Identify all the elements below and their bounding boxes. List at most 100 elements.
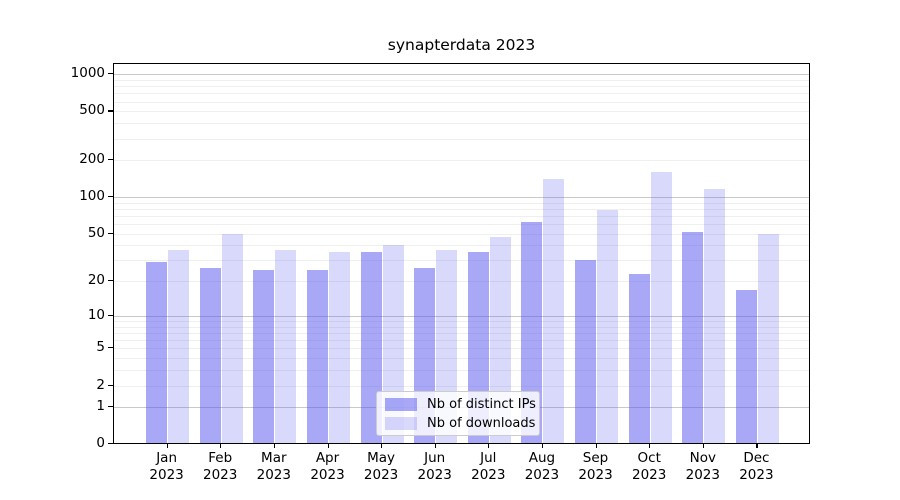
- minor-gridline: [114, 216, 809, 217]
- minor-gridline: [114, 260, 809, 262]
- bar-downloads: [329, 252, 350, 443]
- minor-gridline: [114, 348, 809, 350]
- minor-gridline: [114, 123, 809, 125]
- bar-distinct-ips: [735, 289, 757, 443]
- x-tick-month: Mar: [261, 450, 287, 466]
- x-axis-tick: [220, 444, 222, 448]
- x-tick-month: Aug: [528, 450, 556, 466]
- x-tick-month: Jun: [424, 450, 446, 466]
- y-axis-tick: [108, 159, 113, 161]
- y-axis-tick: [108, 232, 113, 234]
- x-axis-tick: [434, 444, 436, 448]
- x-axis-tick: [488, 444, 490, 448]
- x-tick-year: 2023: [739, 467, 774, 483]
- y-axis-tick: [108, 73, 113, 75]
- x-axis-tick-label: Jan 2023: [137, 450, 197, 484]
- y-axis-tick-label: 20: [87, 272, 105, 289]
- x-tick-month: May: [367, 450, 396, 466]
- legend: Nb of distinct IPs Nb of downloads: [376, 391, 540, 436]
- minor-gridline: [114, 233, 809, 235]
- y-axis-tick-label: 1000: [70, 65, 105, 82]
- x-axis-tick: [381, 444, 383, 448]
- x-axis-tick-label: Dec 2023: [726, 450, 786, 484]
- x-axis-tick: [273, 444, 275, 448]
- y-axis-tick-label: 10: [87, 306, 105, 323]
- minor-gridline: [114, 340, 809, 342]
- major-gridline: [114, 74, 809, 76]
- x-axis-tick-label: Feb 2023: [190, 450, 250, 484]
- minor-gridline: [114, 208, 809, 210]
- minor-gridline: [114, 245, 809, 247]
- y-axis-tick-label: 1: [96, 398, 105, 415]
- x-axis-tick-label: Nov 2023: [673, 450, 733, 484]
- x-tick-year: 2023: [632, 467, 667, 483]
- x-axis-tick-label: Aug 2023: [512, 450, 572, 484]
- y-axis-tick: [108, 384, 113, 386]
- bar-distinct-ips: [628, 274, 650, 443]
- bar-distinct-ips: [682, 231, 704, 443]
- minor-gridline: [114, 326, 809, 328]
- bar-downloads: [543, 179, 565, 443]
- y-axis-tick: [108, 196, 113, 198]
- legend-label-downloads: Nb of downloads: [427, 415, 536, 431]
- x-axis-tick-label: May 2023: [351, 450, 411, 484]
- x-tick-year: 2023: [685, 467, 720, 483]
- y-axis-tick: [108, 443, 113, 445]
- x-tick-month: Oct: [637, 450, 661, 466]
- x-tick-year: 2023: [363, 467, 399, 483]
- x-axis-tick: [327, 444, 329, 448]
- y-axis-tick: [108, 406, 113, 408]
- y-axis-tick-label: 50: [87, 224, 105, 241]
- bar-downloads: [650, 171, 672, 443]
- minor-gridline: [114, 93, 809, 95]
- x-axis-tick: [649, 444, 651, 448]
- x-tick-year: 2023: [256, 467, 291, 483]
- bar-distinct-ips: [521, 221, 543, 443]
- bar-distinct-ips: [307, 269, 328, 443]
- minor-gridline: [114, 101, 809, 103]
- y-axis-tick: [108, 110, 113, 112]
- minor-gridline: [114, 358, 809, 360]
- x-axis-tick: [702, 444, 704, 448]
- legend-item-downloads: Nb of downloads: [385, 416, 539, 431]
- bar-distinct-ips: [575, 260, 596, 443]
- x-axis-tick: [756, 444, 758, 448]
- x-tick-month: Dec: [743, 450, 770, 466]
- minor-gridline: [114, 385, 809, 387]
- y-axis-tick-label: 0: [96, 435, 105, 452]
- x-axis-tick: [541, 444, 544, 448]
- minor-gridline: [114, 111, 809, 113]
- bar-distinct-ips: [146, 262, 168, 443]
- minor-gridline: [114, 281, 809, 283]
- x-tick-month: Sep: [582, 450, 609, 466]
- x-tick-month: Nov: [689, 450, 716, 466]
- x-axis-tick-label: Oct 2023: [619, 450, 679, 484]
- x-tick-month: Apr: [315, 450, 340, 466]
- major-gridline: [114, 315, 809, 317]
- minor-gridline: [114, 370, 809, 372]
- plot-area: [113, 63, 810, 444]
- x-axis-tick: [166, 444, 168, 448]
- x-axis-tick-label: Jun 2023: [405, 450, 465, 484]
- x-axis-tick-label: Apr 2023: [298, 450, 358, 484]
- legend-item-distinct-ips: Nb of distinct IPs: [385, 397, 539, 412]
- minor-gridline: [114, 138, 809, 140]
- x-axis-tick-label: Mar 2023: [244, 450, 304, 484]
- minor-gridline: [114, 202, 809, 204]
- minor-gridline: [114, 86, 809, 88]
- x-tick-month: Jan: [156, 450, 177, 466]
- bar-downloads: [704, 188, 726, 443]
- x-tick-year: 2023: [203, 467, 238, 483]
- major-gridline: [114, 197, 809, 199]
- x-tick-year: 2023: [578, 467, 613, 483]
- y-axis-tick: [108, 280, 113, 282]
- minor-gridline: [114, 79, 809, 81]
- minor-gridline: [114, 321, 809, 322]
- x-tick-year: 2023: [310, 467, 345, 483]
- x-axis-tick-label: Jul 2023: [458, 450, 518, 484]
- y-axis-tick-label: 200: [79, 151, 105, 168]
- chart-title: synapterdata 2023: [387, 36, 536, 54]
- x-tick-month: Jul: [480, 450, 497, 466]
- bar-downloads: [757, 233, 779, 443]
- legend-label-distinct-ips: Nb of distinct IPs: [427, 396, 536, 412]
